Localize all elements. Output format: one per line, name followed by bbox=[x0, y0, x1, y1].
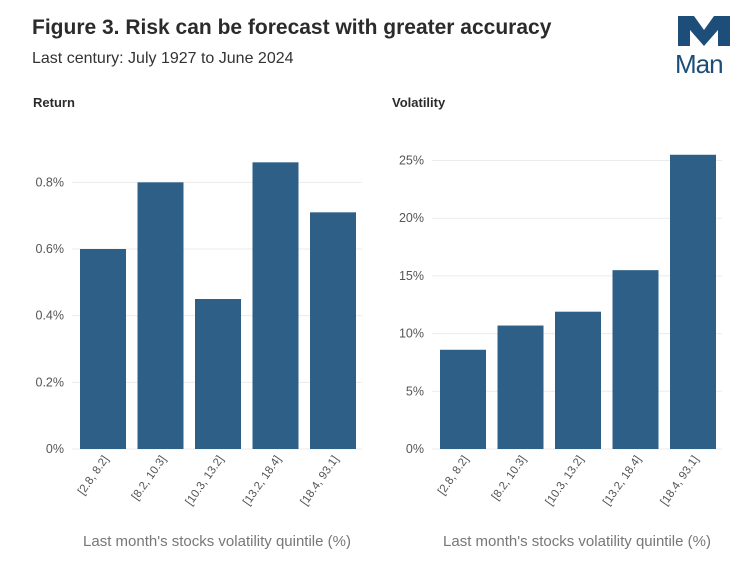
return-xtick-label: [2.8, 8.2] bbox=[76, 454, 112, 498]
volatility-bar bbox=[440, 349, 486, 449]
return-xaxis-label: Last month's stocks volatility quintile … bbox=[83, 533, 351, 550]
return-bar bbox=[310, 212, 356, 449]
volatility-xaxis-label: Last month's stocks volatility quintile … bbox=[443, 533, 711, 550]
return-ytick-label: 0.4% bbox=[36, 309, 65, 323]
volatility-bar bbox=[670, 154, 716, 449]
return-bar bbox=[137, 182, 184, 450]
return-ytick-label: 0% bbox=[46, 442, 64, 456]
logo-wordmark: Man bbox=[675, 49, 724, 79]
return-xtick-label: [13.2, 18.4] bbox=[241, 454, 284, 508]
return-ytick-label: 0.8% bbox=[36, 175, 65, 189]
return-ytick-label: 0.6% bbox=[36, 242, 65, 256]
return-xtick-label: [18.4, 93.1] bbox=[299, 454, 342, 508]
return-xtick-label: [10.3, 13.2] bbox=[184, 454, 227, 508]
volatility-ytick-label: 10% bbox=[399, 327, 424, 341]
return-panel-title: Return bbox=[33, 95, 75, 110]
volatility-panel-title: Volatility bbox=[392, 95, 446, 110]
figure-title: Figure 3. Risk can be forecast with grea… bbox=[32, 16, 552, 39]
volatility-xtick-label: [10.3, 13.2] bbox=[544, 454, 587, 508]
man-logo-icon bbox=[678, 16, 730, 46]
return-bar bbox=[80, 249, 126, 449]
volatility-bar bbox=[497, 325, 544, 449]
volatility-bar bbox=[555, 311, 601, 449]
volatility-ytick-label: 5% bbox=[406, 384, 424, 398]
figure-subtitle: Last century: July 1927 to June 2024 bbox=[32, 50, 294, 67]
volatility-xtick-label: [13.2, 18.4] bbox=[601, 454, 644, 508]
return-ytick-label: 0.2% bbox=[36, 375, 65, 389]
volatility-ytick-label: 15% bbox=[399, 269, 424, 283]
volatility-ytick-label: 0% bbox=[406, 442, 424, 456]
volatility-ytick-label: 25% bbox=[399, 154, 424, 168]
return-bar bbox=[252, 162, 299, 450]
volatility-xtick-label: [18.4, 93.1] bbox=[659, 454, 702, 508]
return-bar bbox=[195, 299, 241, 449]
volatility-xtick-label: [8.2, 10.3] bbox=[490, 454, 529, 503]
volatility-xtick-label: [2.8, 8.2] bbox=[436, 454, 472, 498]
return-xtick-label: [8.2, 10.3] bbox=[130, 454, 169, 503]
volatility-bar bbox=[612, 270, 659, 449]
volatility-ytick-label: 20% bbox=[399, 211, 424, 225]
